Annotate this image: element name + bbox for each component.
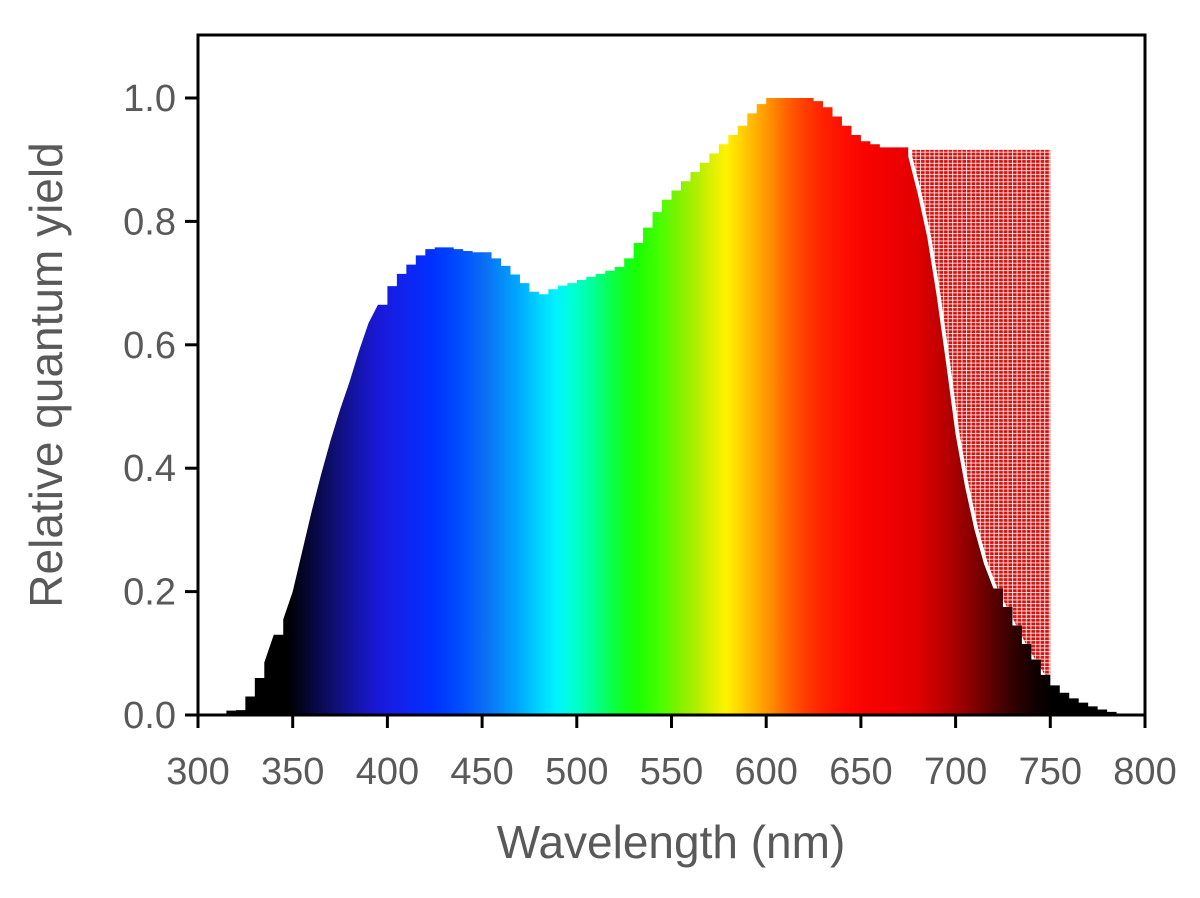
x-tick-label: 350 <box>261 751 324 793</box>
y-tick-label: 0.6 <box>123 325 176 367</box>
x-axis-title: Wavelength (nm) <box>497 816 846 868</box>
x-tick-label: 700 <box>924 751 987 793</box>
quantum-yield-curve <box>216 98 1117 715</box>
x-tick-label: 800 <box>1113 751 1176 793</box>
y-tick-label: 0.4 <box>123 448 176 490</box>
y-tick-label: 0.8 <box>123 201 176 243</box>
axes: 300 350 400 450 500 550 600 650 700 750 800 0.0 0.2 0… <box>123 33 1177 793</box>
x-tick-label: 400 <box>356 751 419 793</box>
y-tick-label: 0.0 <box>123 695 176 737</box>
x-tick-label: 650 <box>829 751 892 793</box>
x-tick-label: 550 <box>640 751 703 793</box>
y-tick-label: 1.0 <box>123 78 176 120</box>
x-tick-label: 300 <box>166 751 229 793</box>
plot-area <box>216 98 1117 715</box>
y-tick-label: 0.2 <box>123 572 176 614</box>
far-red-extension-area <box>912 149 1051 686</box>
x-tick-label: 500 <box>545 751 608 793</box>
x-tick-label: 600 <box>734 751 797 793</box>
x-tick-label: 450 <box>450 751 513 793</box>
x-tick-label: 750 <box>1019 751 1082 793</box>
y-axis-title: Relative quantum yield <box>20 142 72 607</box>
